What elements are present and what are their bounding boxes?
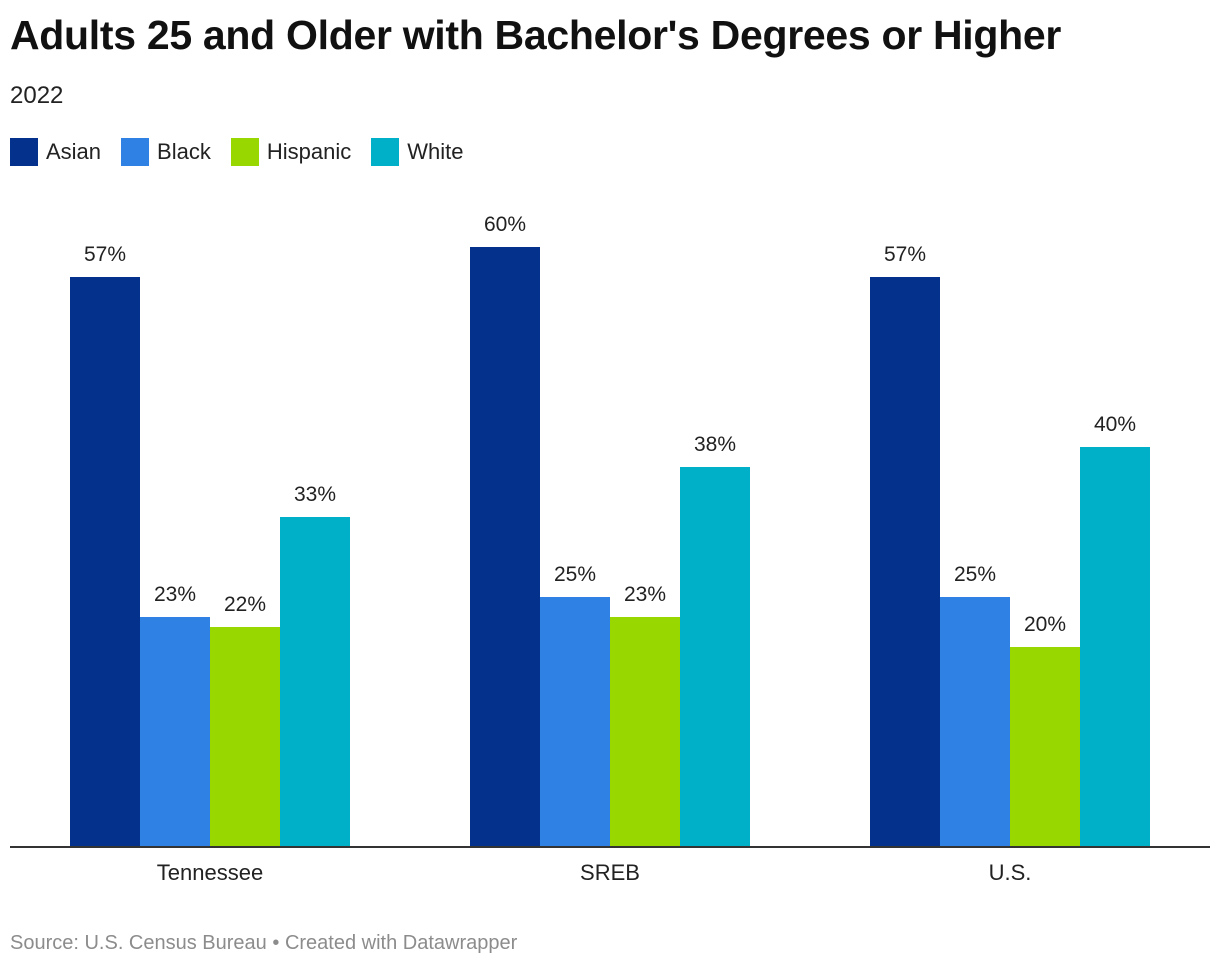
footer-separator: • bbox=[272, 932, 280, 954]
legend-label-white: White bbox=[407, 139, 464, 164]
legend-item-white: White bbox=[371, 138, 463, 166]
bar-black-0 bbox=[140, 617, 210, 847]
chart-title: Adults 25 and Older with Bachelor's Degr… bbox=[10, 12, 1062, 58]
legend-swatch-white bbox=[371, 138, 400, 166]
bar-black-1 bbox=[540, 597, 610, 847]
chart-footer: Source: U.S. Census Bureau • Created wit… bbox=[10, 932, 517, 955]
data-label-white-1: 38% bbox=[694, 433, 736, 456]
legend: Asian Black Hispanic White bbox=[10, 138, 483, 166]
bar-white-2 bbox=[1080, 447, 1150, 847]
legend-label-hispanic: Hispanic bbox=[266, 139, 352, 164]
x-tick-label-0: Tennessee bbox=[157, 860, 263, 885]
x-tick-label-2: U.S. bbox=[989, 860, 1032, 885]
data-label-white-0: 33% bbox=[294, 483, 336, 506]
data-label-black-0: 23% bbox=[154, 583, 196, 606]
data-label-asian-0: 57% bbox=[84, 243, 126, 266]
data-label-hispanic-0: 22% bbox=[224, 593, 266, 616]
bar-hispanic-1 bbox=[610, 617, 680, 847]
legend-item-asian: Asian bbox=[10, 138, 101, 166]
bar-hispanic-2 bbox=[1010, 647, 1080, 847]
legend-swatch-hispanic bbox=[230, 138, 259, 166]
legend-label-asian: Asian bbox=[46, 139, 102, 164]
legend-item-black: Black bbox=[121, 138, 211, 166]
x-tick-label-1: SREB bbox=[580, 860, 640, 885]
data-label-asian-1: 60% bbox=[484, 213, 526, 236]
data-label-white-2: 40% bbox=[1094, 413, 1136, 436]
legend-swatch-black bbox=[121, 138, 150, 166]
bar-asian-2 bbox=[870, 277, 940, 847]
bar-white-1 bbox=[680, 467, 750, 847]
bar-chart: 57% 23% 22% 33% Tennessee 60% 25% 23% 38% SREB 57%… bbox=[10, 213, 1210, 885]
data-label-asian-2: 57% bbox=[884, 243, 926, 266]
bar-hispanic-0 bbox=[210, 627, 280, 847]
legend-item-hispanic: Hispanic bbox=[230, 138, 352, 166]
bar-white-0 bbox=[280, 517, 350, 847]
legend-swatch-asian bbox=[10, 138, 38, 166]
data-label-black-2: 25% bbox=[954, 563, 996, 586]
source-note: Source: U.S. Census Bureau bbox=[10, 932, 267, 954]
legend-label-black: Black bbox=[157, 139, 211, 164]
bar-black-2 bbox=[940, 597, 1010, 847]
bar-asian-1 bbox=[470, 247, 540, 847]
data-label-hispanic-1: 23% bbox=[624, 583, 666, 606]
chart-subtitle: 2022 bbox=[10, 82, 64, 109]
credit-note: Created with Datawrapper bbox=[284, 932, 518, 954]
data-label-black-1: 25% bbox=[554, 563, 596, 586]
data-label-hispanic-2: 20% bbox=[1024, 613, 1066, 636]
bar-asian-0 bbox=[70, 277, 140, 847]
